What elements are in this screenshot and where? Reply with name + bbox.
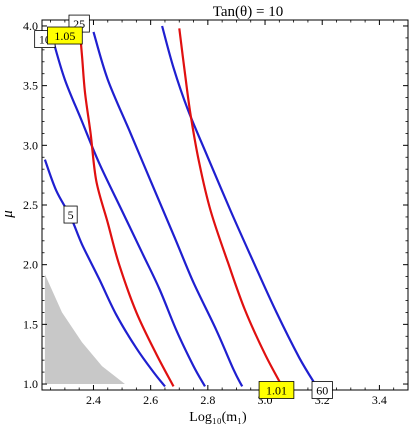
x-tick-label: 2.4 — [86, 393, 101, 407]
contour-line-10 — [52, 41, 206, 387]
x-axis-label: Log₁₀(m₁) — [189, 410, 247, 425]
x-tick-label: 2.8 — [200, 393, 215, 407]
plot-frame — [41, 19, 409, 391]
contour-label: 1.01 — [266, 384, 287, 398]
x-tick-label: 2.6 — [143, 393, 158, 407]
y-tick-label: 1.5 — [23, 317, 38, 331]
y-tick-label: 2.0 — [23, 258, 38, 272]
contour-label-box — [311, 381, 333, 399]
y-tick-label: 3.5 — [23, 79, 38, 93]
contour-label: 60 — [316, 384, 328, 398]
y-tick-label: 3.0 — [23, 138, 38, 152]
contour-label: 1.05 — [54, 29, 75, 43]
contour-label: 5 — [68, 208, 74, 222]
contour-line-5 — [43, 159, 166, 388]
plot-area: 2.4 2.6 2.8 3.0 3.2 3.41.01.52.02.53.03.54.05… — [23, 14, 409, 407]
contour-label-box — [47, 26, 83, 45]
x-tick-label: 3.4 — [372, 393, 387, 407]
contour-label-box — [63, 205, 78, 224]
y-tick-label: 1.0 — [23, 377, 38, 391]
contour-line-25 — [92, 31, 244, 387]
excluded-region — [44, 274, 125, 384]
contour-line-1-01 — [178, 28, 284, 387]
chart-title: Tan(θ) = 10 — [213, 4, 283, 20]
y-axis-label: μ — [0, 210, 16, 219]
contour-line-1-05 — [78, 23, 175, 387]
y-tick-label: 4.0 — [23, 19, 38, 33]
contour-label-box — [258, 381, 295, 399]
y-tick-label: 2.5 — [23, 198, 38, 212]
contour-line-60 — [161, 25, 318, 387]
